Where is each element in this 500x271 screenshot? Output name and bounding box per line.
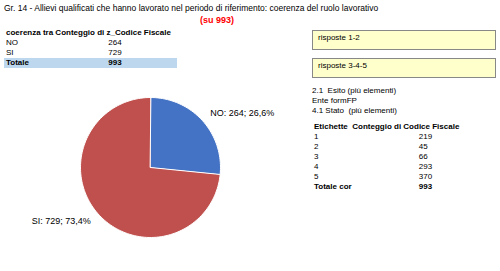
html-text:(su 993): (su 993): [200, 15, 234, 25]
html-text:45: 45: [418, 142, 428, 151]
html-text:2.1 Esito (più elementi): 2.1 Esito (più elementi): [312, 86, 396, 95]
html-text:coerenza tra Conteggio di z_Co: coerenza tra Conteggio di z_Codice Fisca…: [6, 28, 171, 37]
html-text:Ente formFP: Ente formFP: [312, 96, 357, 105]
html-text:risposte 1-2: risposte 1-2: [318, 33, 360, 42]
html-text:3: 3: [314, 152, 319, 161]
html-text:219: 219: [418, 132, 433, 141]
html-text:Totale: Totale: [6, 58, 29, 67]
html-text:NO: NO: [6, 38, 18, 47]
html-text:5: 5: [314, 172, 319, 181]
svg-text:SI: 729; 73,4%: SI: 729; 73,4%: [32, 216, 91, 226]
html-text:264: 264: [108, 38, 122, 47]
html-text:729: 729: [108, 48, 122, 57]
html-text:993: 993: [418, 182, 433, 191]
html-text:SI: SI: [6, 48, 14, 57]
html-text:risposte 3-4-5: risposte 3-4-5: [318, 61, 367, 70]
html-text:Gr. 14 - Allievi qualificati c: Gr. 14 - Allievi qualificati che hanno l…: [4, 3, 379, 13]
html-text:Etichette Conteggio di Codice: Etichette Conteggio di Codice Fiscale: [314, 122, 460, 131]
html-text:Totale cor: Totale cor: [314, 182, 352, 191]
html-text:4.1 Stato (più elementi): 4.1 Stato (più elementi): [312, 106, 397, 115]
html-text:2: 2: [314, 142, 319, 151]
html-text:4: 4: [314, 162, 319, 171]
svg-text:NO: 264; 26,6%: NO: 264; 26,6%: [210, 108, 274, 118]
html-text:66: 66: [418, 152, 428, 161]
html-text:1: 1: [314, 132, 319, 141]
html-text:293: 293: [418, 162, 433, 171]
html-text:993: 993: [108, 58, 122, 67]
html-text:370: 370: [418, 172, 433, 181]
